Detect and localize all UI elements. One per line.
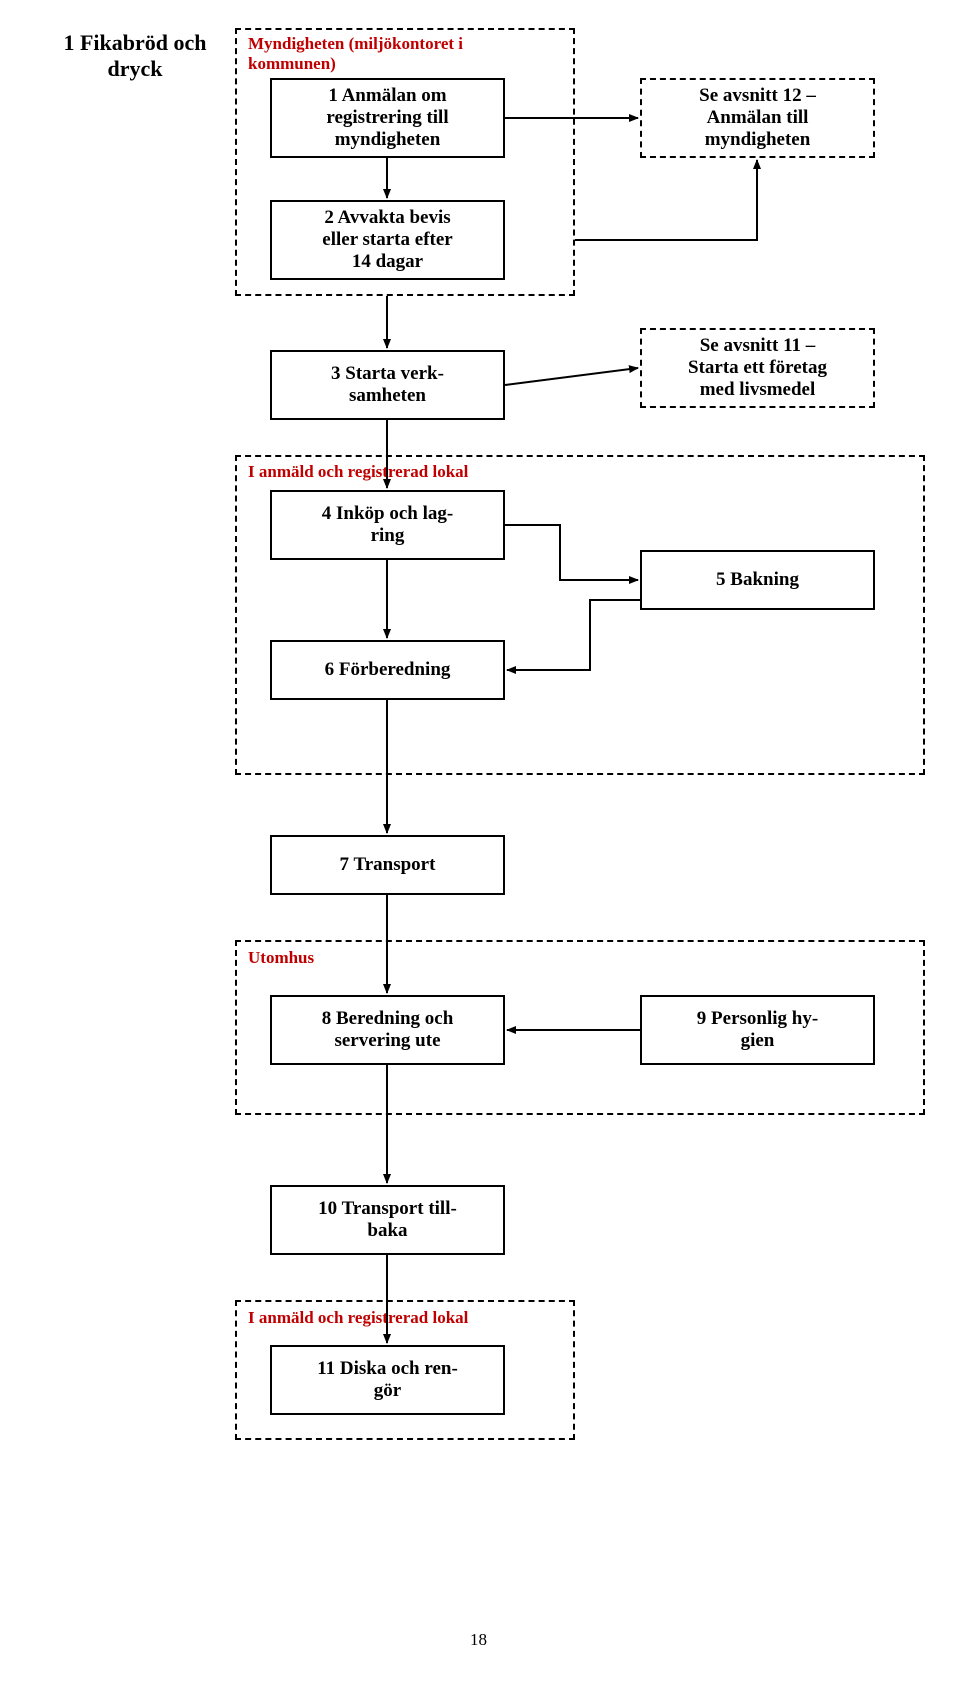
box-1-anmalan: 1 Anmälan om registrering till myndighet… <box>270 78 505 158</box>
flowchart-canvas: 1 Fikabröd och dryck Myndigheten (miljök… <box>0 0 960 1689</box>
title-line2: dryck <box>108 56 163 81</box>
group-anmald-lokal-1-label: I anmäld och registrerad lokal <box>248 462 468 482</box>
group-utomhus-label: Utomhus <box>248 948 314 968</box>
box-9-personlig-hygien: 9 Personlig hy- gien <box>640 995 875 1065</box>
title-line1: 1 Fikabröd och <box>63 30 206 55</box>
page-title: 1 Fikabröd och dryck <box>40 30 230 82</box>
dash-se-avsnitt-12: Se avsnitt 12 – Anmälan till myndigheten <box>640 78 875 158</box>
group-anmald-lokal-2-label: I anmäld och registrerad lokal <box>248 1308 468 1328</box>
box-6-forberedning: 6 Förberedning <box>270 640 505 700</box>
dash-se-avsnitt-11: Se avsnitt 11 – Starta ett företag med l… <box>640 328 875 408</box>
box-11-diska: 11 Diska och ren- gör <box>270 1345 505 1415</box>
box-7-transport: 7 Transport <box>270 835 505 895</box>
box-4-inkop: 4 Inköp och lag- ring <box>270 490 505 560</box>
box-5-bakning: 5 Bakning <box>640 550 875 610</box>
box-10-transport-tillbaka: 10 Transport till- baka <box>270 1185 505 1255</box>
group-myndigheten-label: Myndigheten (miljökontoret i kommunen) <box>248 34 463 75</box>
page-number: 18 <box>470 1630 487 1650</box>
box-2-avvakta: 2 Avvakta bevis eller starta efter 14 da… <box>270 200 505 280</box>
box-3-starta-verksamheten: 3 Starta verk- samheten <box>270 350 505 420</box>
box-8-beredning: 8 Beredning och servering ute <box>270 995 505 1065</box>
